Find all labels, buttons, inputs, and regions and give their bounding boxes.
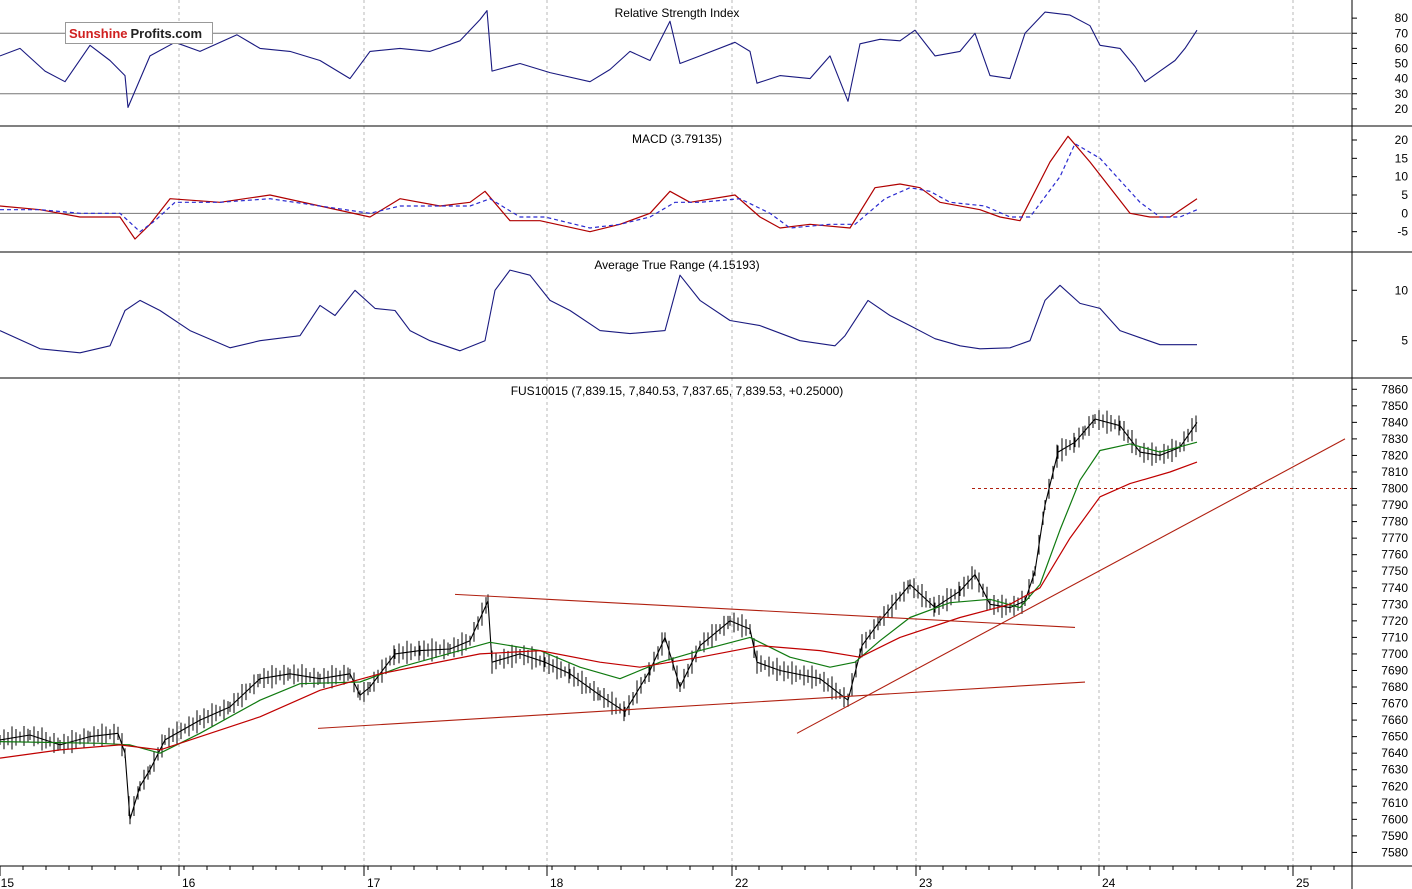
brand-part2: Profits.com	[130, 25, 213, 41]
brand-logo[interactable]: Sunshine Profits.com	[65, 22, 214, 44]
y-tick-label: 7600	[1381, 812, 1408, 826]
y-tick-label: 7860	[1381, 382, 1408, 396]
x-tick-label: 15	[1, 876, 15, 889]
y-tick-label: 7820	[1381, 448, 1408, 462]
y-tick-label: 7650	[1381, 730, 1408, 744]
y-tick-label: 7580	[1381, 845, 1408, 859]
x-tick-label: 25	[1296, 876, 1310, 889]
y-tick-label: 5	[1401, 188, 1408, 202]
y-tick-label: 15	[1395, 151, 1409, 165]
series-line	[0, 10, 1198, 108]
y-tick-label: 7590	[1381, 829, 1408, 843]
y-tick-label: 7760	[1381, 548, 1408, 562]
y-tick-label: 7690	[1381, 663, 1408, 677]
y-tick-label: 7780	[1381, 515, 1408, 529]
y-tick-label: 7720	[1381, 614, 1408, 628]
panel-title: FUS10015 (7,839.15, 7,840.53, 7,837.65, …	[511, 384, 844, 398]
trend-line	[796, 438, 1346, 734]
y-tick-label: -5	[1397, 225, 1408, 239]
y-tick-label: 7790	[1381, 498, 1408, 512]
y-tick-label: 7800	[1381, 482, 1408, 496]
y-tick-label: 7850	[1381, 399, 1408, 413]
x-tick-label: 22	[735, 876, 749, 889]
y-tick-label: 80	[1395, 11, 1409, 25]
y-tick-label: 7830	[1381, 432, 1408, 446]
panel-title: MACD (3.79135)	[632, 132, 722, 146]
panel-3: FUS10015 (7,839.15, 7,840.53, 7,837.65, …	[0, 382, 1408, 859]
y-tick-label: 7610	[1381, 796, 1408, 810]
series-line	[0, 441, 1198, 754]
x-tick-label: 18	[550, 876, 564, 889]
y-tick-label: 20	[1395, 133, 1409, 147]
series-line	[0, 461, 1198, 759]
series-line	[0, 269, 1197, 354]
panel-2: Average True Range (4.15193) 5 10	[0, 258, 1409, 354]
series-line	[0, 143, 1198, 233]
panel-1: MACD (3.79135) -5 0 5 10 15 20	[0, 132, 1409, 240]
y-tick-label: 60	[1395, 41, 1409, 55]
y-tick-label: 7750	[1381, 564, 1408, 578]
y-tick-label: 7640	[1381, 746, 1408, 760]
x-tick-label: 16	[182, 876, 196, 889]
y-tick-label: 7710	[1381, 630, 1408, 644]
y-tick-label: 7700	[1381, 647, 1408, 661]
y-tick-label: 7680	[1381, 680, 1408, 694]
y-tick-label: 10	[1395, 170, 1409, 184]
y-tick-label: 40	[1395, 72, 1409, 86]
series-line	[0, 418, 1198, 820]
y-tick-label: 30	[1395, 87, 1409, 101]
y-tick-label: 7730	[1381, 597, 1408, 611]
y-tick-label: 10	[1395, 283, 1409, 297]
y-tick-label: 0	[1401, 206, 1408, 220]
x-tick-label: 24	[1102, 876, 1116, 889]
y-tick-label: 7840	[1381, 415, 1408, 429]
panel-title: Relative Strength Index	[615, 6, 740, 20]
y-tick-label: 7670	[1381, 697, 1408, 711]
y-tick-label: 50	[1395, 57, 1409, 71]
y-tick-label: 7770	[1381, 531, 1408, 545]
panel-title: Average True Range (4.15193)	[594, 258, 759, 272]
y-tick-label: 5	[1401, 334, 1408, 348]
y-tick-label: 70	[1395, 26, 1409, 40]
x-tick-label: 17	[367, 876, 381, 889]
brand-part1: Sunshine	[66, 25, 131, 41]
y-tick-label: 7630	[1381, 763, 1408, 777]
y-tick-label: 7620	[1381, 779, 1408, 793]
series-line	[0, 135, 1198, 240]
y-tick-label: 7660	[1381, 713, 1408, 727]
trend-line	[317, 681, 1086, 729]
x-tick-label: 23	[919, 876, 933, 889]
y-tick-label: 7740	[1381, 581, 1408, 595]
trend-line	[454, 593, 1076, 629]
y-tick-label: 7810	[1381, 465, 1408, 479]
y-tick-label: 20	[1395, 102, 1409, 116]
